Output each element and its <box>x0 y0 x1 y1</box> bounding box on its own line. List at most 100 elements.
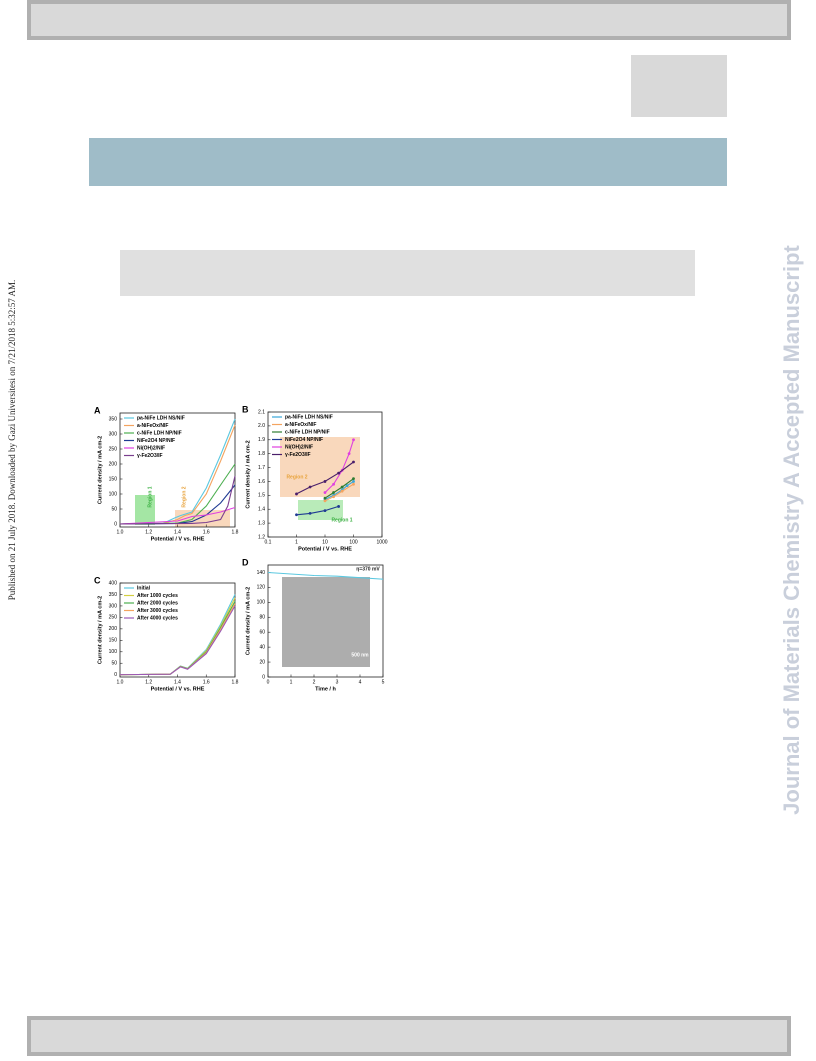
y-tick-label: 40 <box>259 644 265 650</box>
y-tick-label: 100 <box>109 649 118 655</box>
y-tick-label: 140 <box>257 570 266 576</box>
data-line <box>119 475 236 525</box>
y-tick-label: 100 <box>257 600 266 606</box>
x-tick-label: 1.6 <box>203 679 210 685</box>
annotation: 500 nm <box>351 652 369 658</box>
legend-label: Ni(OH)2/NIF <box>137 445 165 451</box>
y-axis-label: Current density / mA cm-2 <box>97 596 103 664</box>
y-tick-label: 1.2 <box>258 534 265 540</box>
y-tick-label: 1.7 <box>258 465 265 471</box>
x-tick-label: 0.1 <box>265 539 272 545</box>
x-tick-label: 1.0 <box>117 529 124 535</box>
legend-label: NiFe2O4 NP/NIF <box>137 438 175 444</box>
x-tick-label: 1 <box>290 679 293 685</box>
legend-label: γ-Fe2O3/IF <box>137 453 163 459</box>
annotation: Region 1 <box>331 517 352 523</box>
x-tick-label: 1.2 <box>145 529 152 535</box>
legend-label: pa-NiFe LDH NS/NIF <box>285 414 333 420</box>
data-point <box>352 477 355 481</box>
y-tick-label: 50 <box>111 661 117 667</box>
data-line <box>267 571 384 580</box>
x-tick-label: 1000 <box>376 539 387 545</box>
y-tick-label: 300 <box>109 431 118 437</box>
legend-label: After 1000 cycles <box>137 593 178 599</box>
data-point <box>323 491 327 494</box>
y-tick-label: 120 <box>257 585 266 591</box>
legend-label: c-NiFe LDH NP/NIF <box>285 429 330 435</box>
x-axis-label: Potential / V vs. RHE <box>298 546 352 552</box>
x-tick-label: 1.4 <box>174 679 181 685</box>
x-tick-label: 1.8 <box>232 529 239 535</box>
y-tick-label: 1.5 <box>258 493 265 499</box>
figure-panel: A 1.0 1.2 1.4 1.6 1.8 0 50 100 150 200 250 300 350 Pot… <box>94 405 239 542</box>
data-point <box>308 485 312 489</box>
y-axis-label: Current density / mA cm-2 <box>245 440 251 508</box>
legend-label: c-NiFe LDH NP/NIF <box>137 430 182 436</box>
y-tick-label: 80 <box>259 615 265 621</box>
data-point <box>352 480 355 483</box>
plot-frame <box>267 564 384 678</box>
data-point <box>352 482 355 486</box>
legend-label: After 4000 cycles <box>137 615 178 621</box>
watermark: Journal of Materials Chemistry A Accepte… <box>779 244 804 814</box>
data-point <box>295 492 298 496</box>
author-block <box>120 250 695 296</box>
data-line <box>296 505 339 516</box>
data-point <box>340 485 344 489</box>
y-tick-label: 0 <box>262 674 265 680</box>
data-point <box>308 511 312 515</box>
x-tick-label: 2 <box>313 679 316 685</box>
x-axis-label: Potential / V vs. RHE <box>151 686 205 692</box>
legend-label: a-NiFeOx/NIF <box>285 422 316 428</box>
y-tick-label: 150 <box>109 476 118 482</box>
data-point <box>295 513 298 517</box>
data-point <box>332 495 335 499</box>
y-tick-label: 1.8 <box>258 451 265 457</box>
data-point <box>345 484 349 488</box>
data-point <box>337 471 340 475</box>
y-axis-label: Current density / mA cm-2 <box>97 436 103 504</box>
logo-box <box>631 55 727 117</box>
y-tick-label: 0 <box>114 521 117 527</box>
y-tick-label: 100 <box>109 491 118 497</box>
data-point <box>323 480 327 483</box>
figure-panel: B 0.1 1 10 100 1000 1.2 1.3 1.4 1.5 1.6 1.7 1.8 1.9 2.… <box>242 404 388 552</box>
x-tick-label: 1.8 <box>232 679 239 685</box>
x-tick-label: 1 <box>295 539 298 545</box>
footer-bar <box>27 1016 791 1056</box>
panel-letter: C <box>94 575 101 585</box>
y-axis-label: Current density / mA cm-2 <box>245 587 251 655</box>
legend-label: After 2000 cycles <box>137 600 178 606</box>
y-tick-label: 20 <box>259 659 265 665</box>
y-tick-label: 2.1 <box>258 409 265 415</box>
y-tick-label: 250 <box>109 615 118 621</box>
y-tick-label: 0 <box>114 672 117 678</box>
annotation: Region 1 <box>147 486 153 507</box>
y-tick-label: 350 <box>109 416 118 422</box>
x-tick-label: 4 <box>359 679 362 685</box>
data-point <box>323 499 327 503</box>
figure-panel: C 1.0 1.2 1.4 1.6 1.8 0 50 100 150 200 250 300 350 400… <box>94 575 239 692</box>
x-tick-label: 1.0 <box>117 679 124 685</box>
y-tick-label: 50 <box>111 506 117 512</box>
legend-label: γ-Fe2O3/IF <box>285 452 311 458</box>
y-tick-label: 1.3 <box>258 520 265 526</box>
annotation: Region 2 <box>181 486 187 507</box>
x-tick-label: 100 <box>349 539 358 545</box>
data-line <box>119 605 236 676</box>
legend-label: After 3000 cycles <box>137 608 178 614</box>
y-tick-label: 60 <box>259 630 265 636</box>
data-line <box>324 478 354 499</box>
data-point <box>337 505 340 508</box>
y-tick-label: 200 <box>109 626 118 632</box>
title-band <box>89 138 727 186</box>
x-axis-label: Time / h <box>315 686 336 692</box>
y-tick-label: 2.0 <box>258 423 265 429</box>
x-tick-label: 0 <box>267 679 270 685</box>
data-point <box>352 438 355 442</box>
header-bar <box>27 0 791 40</box>
data-point <box>332 491 335 494</box>
y-tick-label: 150 <box>109 638 118 644</box>
